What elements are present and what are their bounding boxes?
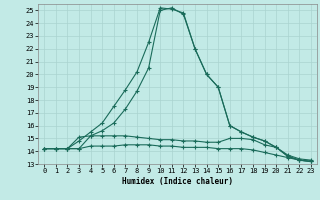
X-axis label: Humidex (Indice chaleur): Humidex (Indice chaleur) [122,177,233,186]
